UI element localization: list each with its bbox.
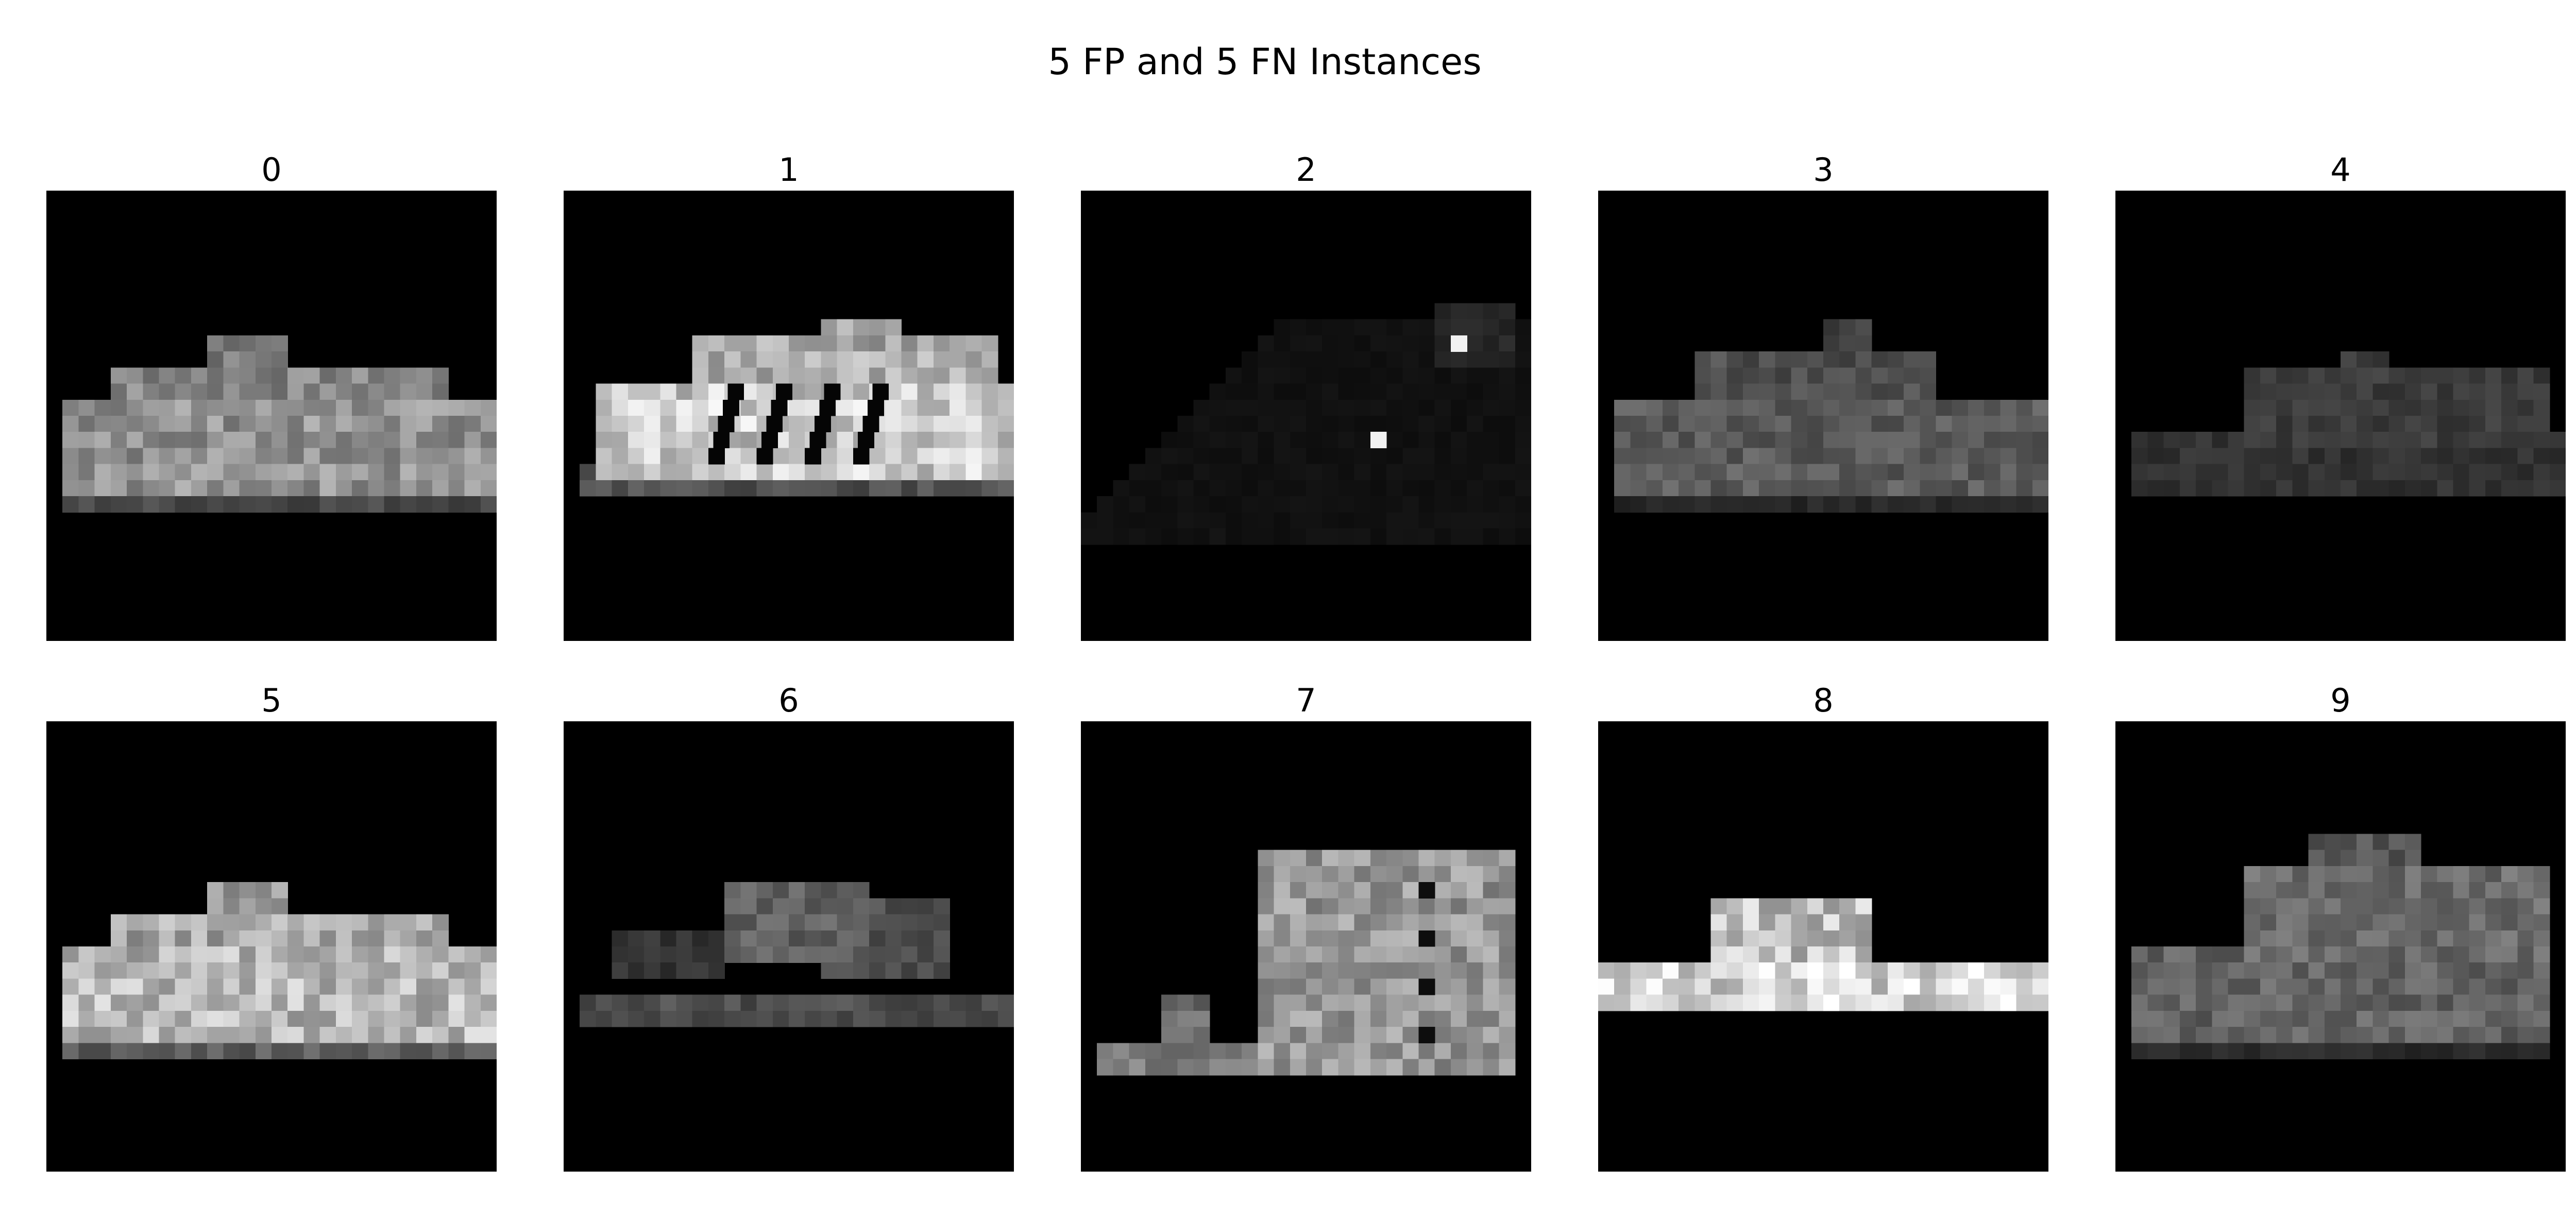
image-panel: 3 [1598, 149, 2048, 641]
image-panel: 2 [1081, 149, 1531, 641]
panel-title: 0 [261, 151, 282, 189]
panel-title: 8 [1813, 682, 1834, 719]
shoe-image [1081, 191, 1531, 641]
shoe-image [564, 191, 1014, 641]
image-panel: 1 [564, 149, 1014, 641]
image-panel: 5 [46, 680, 497, 1172]
shoe-image [46, 191, 497, 641]
shoe-image [2115, 721, 2566, 1172]
shoe-image [1598, 191, 2048, 641]
image-panel: 8 [1598, 680, 2048, 1172]
figure-title: 5 FP and 5 FN Instances [1048, 41, 1482, 83]
shoe-image [2115, 191, 2566, 641]
image-panel: 0 [46, 149, 497, 641]
panel-title: 9 [2330, 682, 2351, 719]
shoe-image [46, 721, 497, 1172]
image-panel: 6 [564, 680, 1014, 1172]
image-panel: 9 [2115, 680, 2566, 1172]
panel-title: 5 [261, 682, 282, 719]
panel-title: 6 [778, 682, 799, 719]
shoe-image [564, 721, 1014, 1172]
shoe-image [1598, 721, 2048, 1172]
panel-title: 1 [778, 151, 799, 189]
panel-title: 2 [1296, 151, 1316, 189]
shoe-image [1081, 721, 1531, 1172]
panel-title: 4 [2330, 151, 2351, 189]
image-panel: 4 [2115, 149, 2566, 641]
panel-title: 3 [1813, 151, 1834, 189]
image-panel: 7 [1081, 680, 1531, 1172]
panel-title: 7 [1296, 682, 1316, 719]
